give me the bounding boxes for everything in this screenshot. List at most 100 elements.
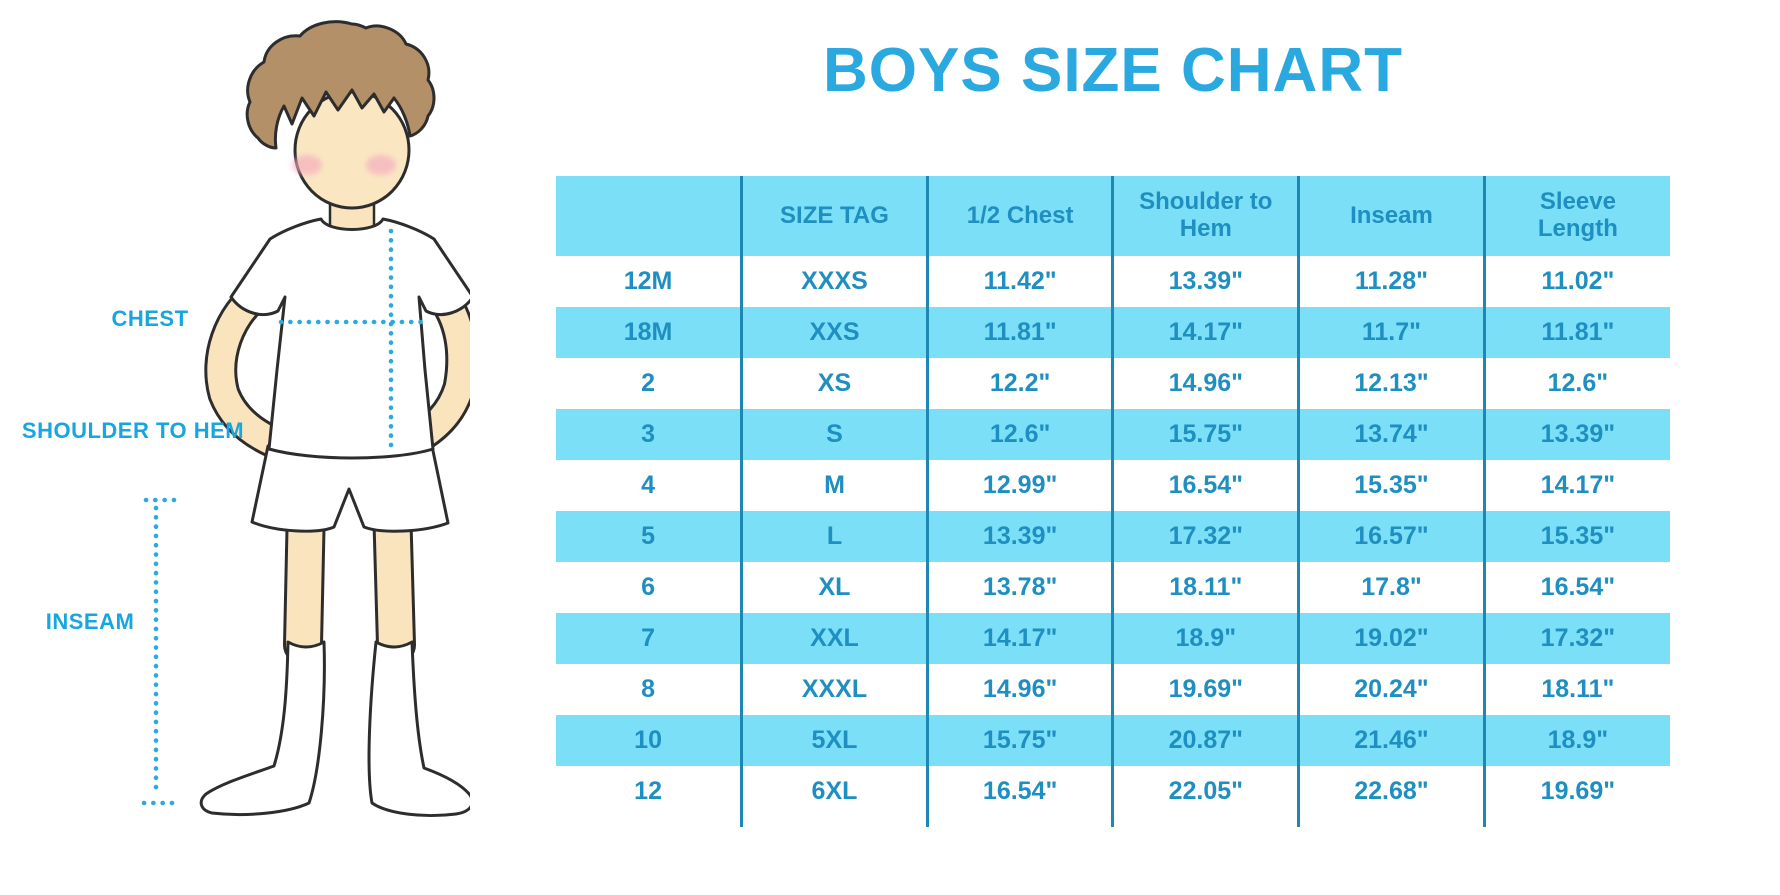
- column-header: Inseam: [1297, 176, 1485, 256]
- measurement-cell: 12.6": [925, 409, 1113, 460]
- measurement-cell: 17.32": [1482, 613, 1670, 664]
- measurement-cell: 12.6": [1482, 358, 1670, 409]
- measurement-cell: 13.78": [925, 562, 1113, 613]
- measurement-cell: 22.05": [1111, 766, 1299, 817]
- table-row: 8 XXXL 14.96" 19.69" 20.24" 18.11": [556, 664, 1670, 715]
- size-tag-cell: XXXS: [740, 256, 928, 307]
- table-tail-row: [556, 817, 1670, 827]
- table-row: 12M XXXS 11.42" 13.39" 11.28" 11.02": [556, 256, 1670, 307]
- measurement-cell: 14.17": [925, 613, 1113, 664]
- size-tag-cell: M: [740, 460, 928, 511]
- boy-socks: [199, 640, 474, 817]
- measurement-cell: 11.81": [925, 307, 1113, 358]
- size-tag-cell: XXXL: [740, 664, 928, 715]
- measurement-cell: 22.68": [1297, 766, 1485, 817]
- measurement-cell: 14.17": [1111, 307, 1299, 358]
- measurement-cell: 19.69": [1111, 664, 1299, 715]
- size-row-label: 10: [556, 715, 742, 766]
- measurement-guides: [141, 228, 426, 806]
- size-tag-cell: XXL: [740, 613, 928, 664]
- size-table: SIZE TAG 1/2 Chest Shoulder to Hem Inseam Sl…: [556, 176, 1670, 827]
- measurement-cell: 19.02": [1297, 613, 1485, 664]
- measurement-cell: 11.28": [1297, 256, 1485, 307]
- column-header: 1/2 Chest: [925, 176, 1113, 256]
- size-row-label: 6: [641, 573, 656, 601]
- measurement-cell: 15.75": [1111, 409, 1299, 460]
- table-row: 7 XXL 14.17" 18.9" 19.02" 17.32": [556, 613, 1670, 664]
- measurement-cell: 12.2": [925, 358, 1113, 409]
- size-row-label: 8: [641, 675, 656, 703]
- boy-arms: [204, 275, 479, 463]
- measurement-cell: 16.54": [1482, 562, 1670, 613]
- size-table-body: 12M XXXS 11.42" 13.39" 11.28" 11.02" 18M XXS 11.…: [556, 256, 1670, 827]
- boy-blush-left: [292, 155, 322, 175]
- measurement-cell: 15.35": [1297, 460, 1485, 511]
- tail-cell: [1482, 817, 1670, 827]
- measurement-cell: 18.9": [1111, 613, 1299, 664]
- measurement-cell: 17.8": [1297, 562, 1485, 613]
- tail-cell: [740, 817, 928, 827]
- tail-cell: [1111, 817, 1299, 827]
- measurement-cell: 13.39": [1111, 256, 1299, 307]
- size-row-label: 18M: [556, 307, 742, 358]
- measurement-cell: 13.74": [1297, 409, 1485, 460]
- table-row: 5 L 13.39" 17.32" 16.57" 15.35": [556, 511, 1670, 562]
- size-row-label: 7: [556, 613, 742, 664]
- boy-illustration: [141, 20, 479, 817]
- label-shoulder-to-hem: SHOULDER TO HEM: [21, 418, 245, 443]
- measurement-cell: 15.35": [1482, 511, 1670, 562]
- size-table-header: SIZE TAG 1/2 Chest Shoulder to Hem Inseam Sl…: [556, 176, 1670, 256]
- boy-tshirt: [229, 217, 475, 460]
- column-header: SIZE TAG: [740, 176, 928, 256]
- label-chest: CHEST: [111, 306, 189, 331]
- measurement-cell: 12.13": [1297, 358, 1485, 409]
- measurement-cell: 14.96": [1111, 358, 1299, 409]
- measurement-cell: 12.99": [925, 460, 1113, 511]
- measurement-cell: 13.39": [1482, 409, 1670, 460]
- size-tag-cell: XXS: [740, 307, 928, 358]
- size-tag-cell: XL: [740, 562, 928, 613]
- column-header: Shoulder to Hem: [1111, 176, 1299, 256]
- size-row-label: 12: [634, 777, 662, 805]
- table-row: 6 XL 13.78" 18.11" 17.8" 16.54": [556, 562, 1670, 613]
- size-row-label: 12M: [623, 267, 673, 295]
- table-row: 3 S 12.6" 15.75" 13.74" 13.39": [556, 409, 1670, 460]
- size-tag-cell: 5XL: [740, 715, 928, 766]
- size-row-label: 5: [556, 511, 742, 562]
- size-row-label: 3: [556, 409, 742, 460]
- size-row-label: 2: [641, 369, 656, 397]
- measurement-cell: 17.32": [1111, 511, 1299, 562]
- measurement-cell: 20.24": [1297, 664, 1485, 715]
- measurement-cell: 11.42": [925, 256, 1113, 307]
- measurement-cell: 18.11": [1482, 664, 1670, 715]
- measurement-cell: 18.9": [1482, 715, 1670, 766]
- size-tag-cell: XS: [740, 358, 928, 409]
- measurement-cell: 14.96": [925, 664, 1113, 715]
- measurement-cell: 11.02": [1482, 256, 1670, 307]
- measurement-cell: 16.57": [1297, 511, 1485, 562]
- measurement-cell: 14.17": [1482, 460, 1670, 511]
- column-header: Sleeve Length: [1482, 176, 1670, 256]
- size-row-label: 4: [641, 471, 656, 499]
- boy-hair: [245, 20, 436, 150]
- table-row: 4 M 12.99" 16.54" 15.35" 14.17": [556, 460, 1670, 511]
- page-title: BOYS SIZE CHART: [823, 36, 1403, 105]
- measurement-cell: 16.54": [1111, 460, 1299, 511]
- measurement-cell: 18.11": [1111, 562, 1299, 613]
- size-tag-cell: S: [740, 409, 928, 460]
- header-row: SIZE TAG 1/2 Chest Shoulder to Hem Inseam Sl…: [556, 176, 1670, 256]
- measurement-cell: 21.46": [1297, 715, 1485, 766]
- tail-cell: [1297, 817, 1485, 827]
- tail-cell: [925, 817, 1113, 827]
- size-tag-cell: L: [740, 511, 928, 562]
- label-inseam: INSEAM: [45, 609, 135, 634]
- boy-blush-right: [366, 155, 396, 175]
- measurement-cell: 11.81": [1482, 307, 1670, 358]
- tail-cell: [556, 817, 742, 827]
- measurement-cell: 20.87": [1111, 715, 1299, 766]
- table-row: 12 6XL 16.54" 22.05" 22.68" 19.69": [556, 766, 1670, 817]
- size-tag-cell: 6XL: [740, 766, 928, 817]
- table-row: 2 XS 12.2" 14.96" 12.13" 12.6": [556, 358, 1670, 409]
- table-row: 18M XXS 11.81" 14.17" 11.7" 11.81": [556, 307, 1670, 358]
- table-row: 10 5XL 15.75" 20.87" 21.46" 18.9": [556, 715, 1670, 766]
